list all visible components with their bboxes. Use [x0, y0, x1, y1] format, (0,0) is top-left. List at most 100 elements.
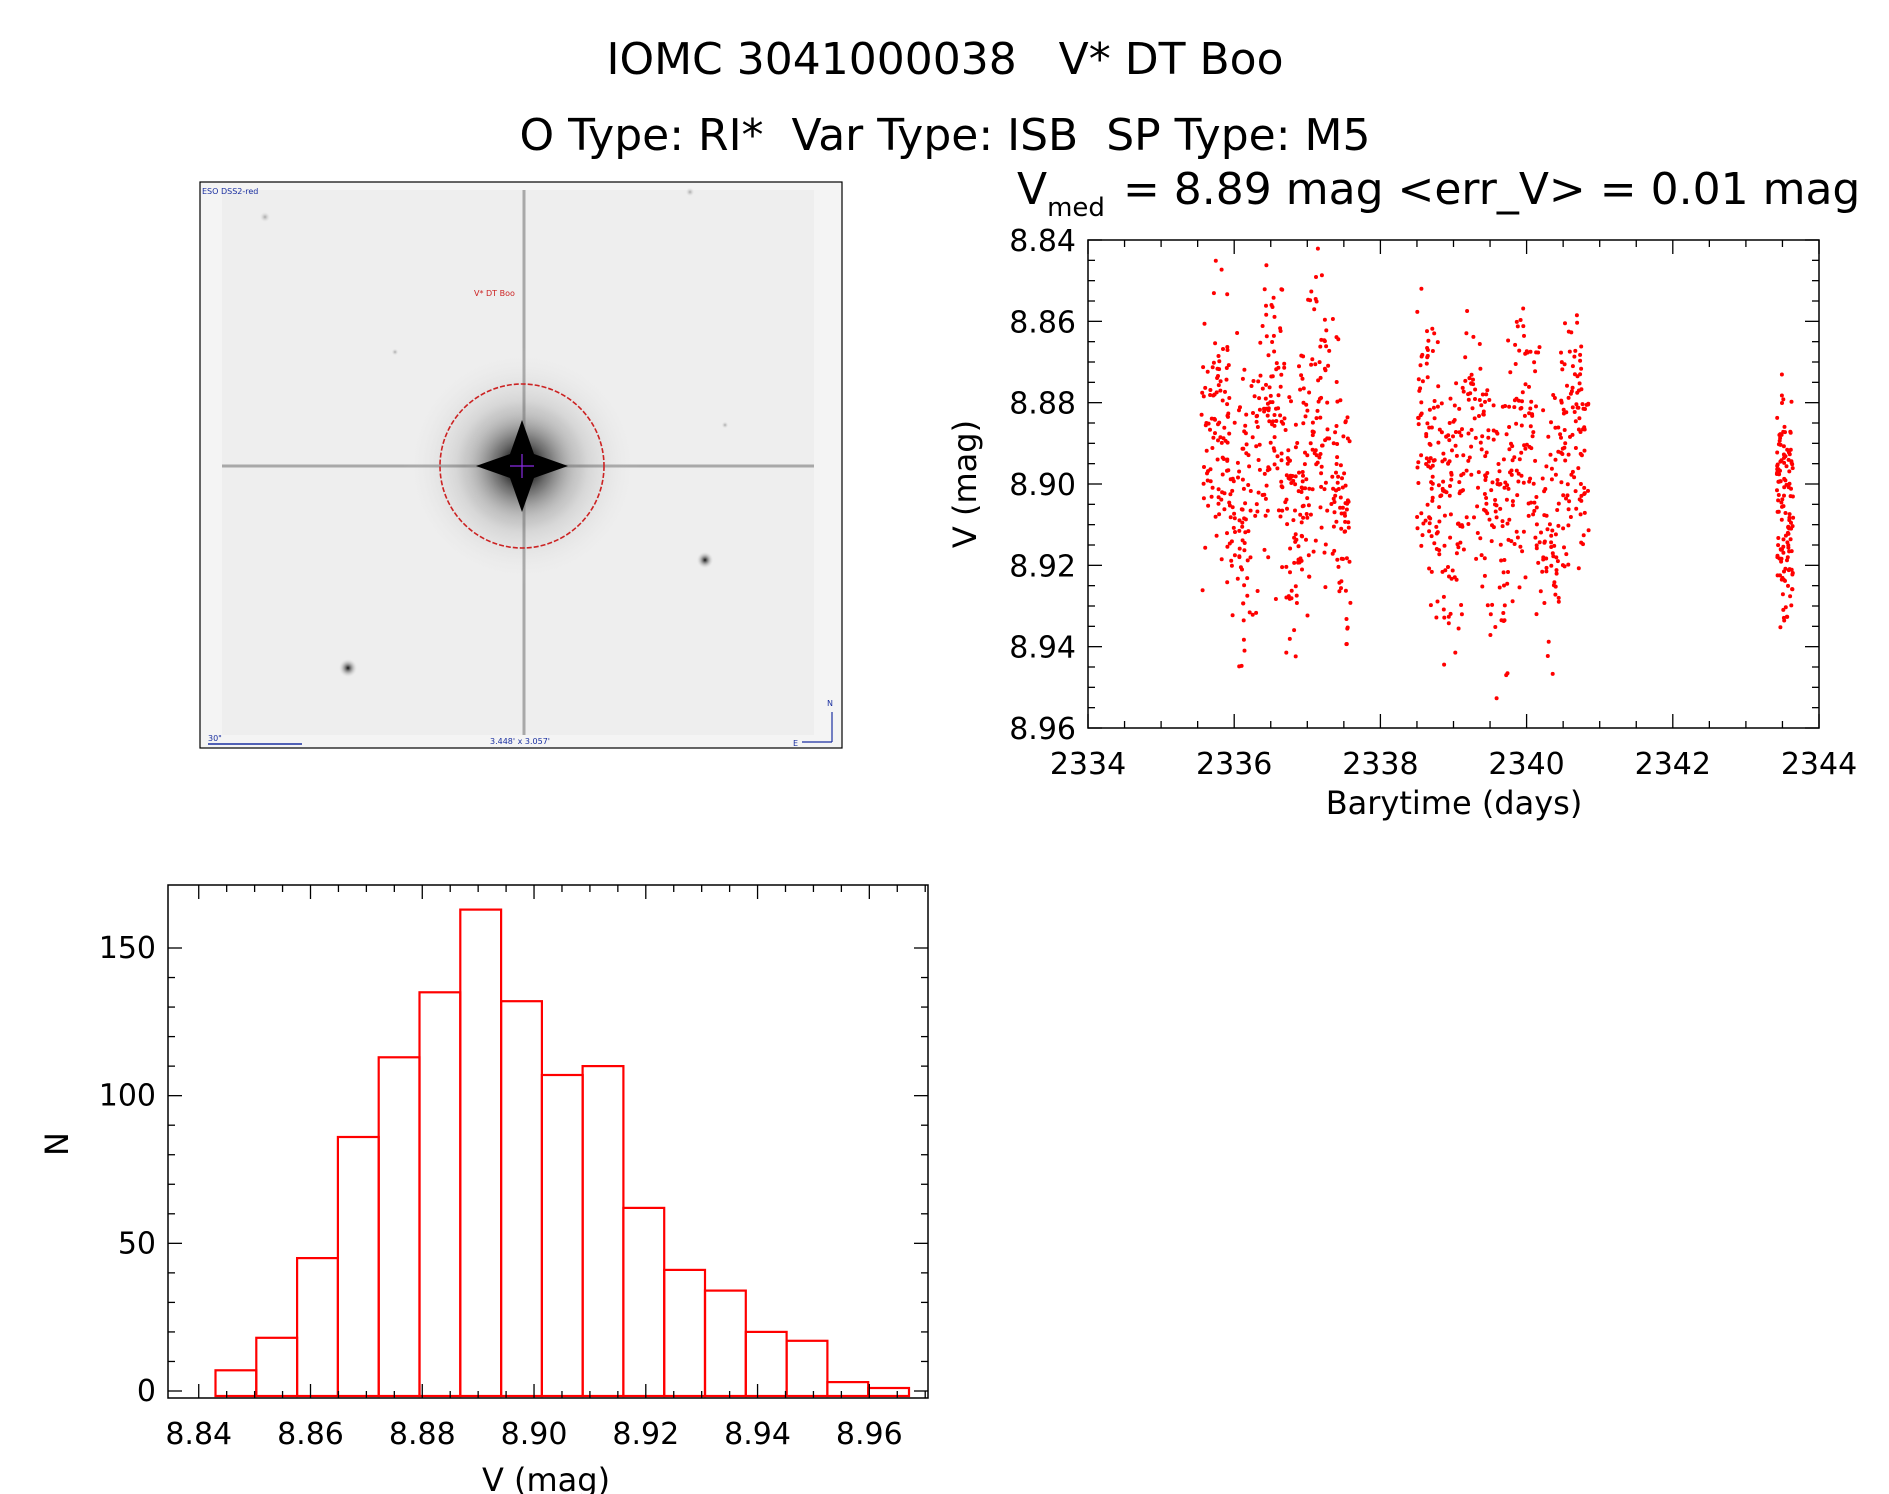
survey-label: ESO DSS2-red — [202, 187, 258, 196]
light-curve-point — [1276, 508, 1281, 513]
light-curve-point — [1556, 425, 1561, 430]
light-curve-point — [1225, 457, 1230, 462]
light-curve-point — [1243, 423, 1248, 428]
light-curve-point — [1542, 513, 1547, 518]
light-curve-point — [1459, 489, 1464, 493]
light-curve-point — [1257, 407, 1262, 412]
light-curve-point — [1454, 577, 1459, 582]
light-curve-title-rest: = 8.89 mag <err_V> = 0.01 mag — [1123, 164, 1860, 215]
light-curve-point — [1781, 544, 1786, 549]
field-star — [338, 658, 358, 678]
light-curve-point — [1466, 397, 1471, 402]
light-curve-point — [1246, 453, 1251, 458]
light-curve-point — [1456, 545, 1461, 550]
histogram-bar — [214, 1369, 258, 1398]
light-curve-point — [1570, 432, 1575, 437]
light-curve-point — [1319, 395, 1324, 400]
light-curve-point — [1436, 483, 1441, 488]
light-curve-point — [1230, 488, 1235, 493]
light-curve-point — [1516, 398, 1521, 403]
light-curve-point — [1788, 537, 1793, 542]
light-curve-point — [1241, 446, 1246, 451]
light-curve-point — [1423, 518, 1428, 523]
light-curve-point — [1225, 348, 1230, 352]
light-curve-point — [1339, 511, 1344, 516]
light-curve-point — [1265, 468, 1270, 473]
light-curve-point — [1429, 569, 1434, 574]
light-curve-point — [1510, 599, 1515, 604]
light-curve-point — [1300, 486, 1305, 491]
light-curve-point — [1415, 515, 1420, 519]
light-curve-point — [1504, 673, 1509, 678]
light-curve-point — [1776, 536, 1781, 540]
light-curve-point — [1235, 331, 1240, 335]
light-curve-point — [1231, 525, 1236, 530]
light-curve-point — [1244, 442, 1249, 447]
light-curve-point — [1545, 654, 1550, 658]
light-curve-point — [1469, 427, 1474, 432]
light-curve-point — [1203, 545, 1208, 550]
light-curve-point — [1480, 392, 1485, 397]
light-curve-point — [1254, 502, 1259, 507]
light-curve-point — [1786, 457, 1791, 462]
light-curve-point — [1213, 341, 1218, 346]
light-curve-point — [1297, 470, 1301, 475]
light-curve-point — [1572, 354, 1577, 359]
light-curve-point — [1282, 361, 1287, 366]
light-curve-point — [1520, 549, 1525, 554]
light-curve-point — [1237, 554, 1242, 559]
light-curve-point — [1425, 421, 1430, 426]
light-curve-point — [1517, 585, 1522, 590]
light-curve-point — [1532, 500, 1537, 505]
light-curve-point — [1313, 538, 1318, 543]
light-curve-point — [1330, 474, 1335, 479]
light-curve-point — [1520, 390, 1525, 395]
light-curve-point — [1228, 515, 1233, 520]
light-curve-point — [1335, 399, 1340, 404]
light-curve-point — [1785, 555, 1790, 560]
light-curve-point — [1789, 460, 1794, 465]
light-curve-point — [1559, 400, 1564, 405]
light-curve-point — [1442, 543, 1447, 548]
light-curve-point — [1481, 412, 1486, 417]
light-curve-point — [1514, 468, 1519, 473]
light-curve-point — [1217, 420, 1222, 425]
light-curve-point — [1304, 477, 1309, 482]
light-curve-chart: Vmed = 8.89 mag <err_V> = 0.01 mag 2334 23… — [946, 164, 1860, 822]
light-curve-point — [1505, 521, 1510, 526]
light-curve-point — [1206, 469, 1210, 474]
light-curve-point — [1237, 528, 1242, 533]
light-curve-point — [1784, 464, 1789, 469]
light-curve-point — [1300, 534, 1305, 539]
light-curve-point — [1491, 403, 1496, 408]
light-curve-point — [1216, 495, 1221, 500]
light-curve-point — [1461, 453, 1466, 458]
light-curve-point — [1220, 398, 1225, 403]
light-curve-point — [1418, 363, 1423, 368]
light-curve-point — [1318, 505, 1323, 510]
light-curve-point — [1490, 480, 1495, 485]
light-curve-point — [1331, 441, 1336, 446]
light-curve-point — [1498, 506, 1503, 511]
light-curve-point — [1250, 435, 1255, 440]
light-curve-point — [1431, 458, 1436, 463]
light-curve-y-tick-label: 8.90 — [1009, 468, 1076, 503]
light-curve-point — [1577, 416, 1582, 421]
light-curve-point — [1449, 477, 1454, 482]
light-curve-point — [1459, 603, 1464, 607]
light-curve-point — [1242, 367, 1247, 372]
light-curve-point — [1463, 378, 1468, 383]
light-curve-point — [1495, 478, 1500, 482]
light-curve-point — [1567, 349, 1572, 354]
light-curve-point — [1484, 450, 1489, 455]
light-curve-point — [1255, 509, 1260, 514]
light-curve-point — [1257, 442, 1262, 447]
light-curve-point — [1483, 454, 1488, 459]
light-curve-point — [1572, 475, 1577, 480]
light-curve-title-subscript: med — [1047, 193, 1105, 223]
light-curve-point — [1308, 512, 1313, 517]
light-curve-point — [1467, 455, 1472, 460]
light-curve-point — [1312, 451, 1317, 456]
light-curve-point — [1528, 424, 1533, 429]
light-curve-point — [1278, 384, 1283, 389]
